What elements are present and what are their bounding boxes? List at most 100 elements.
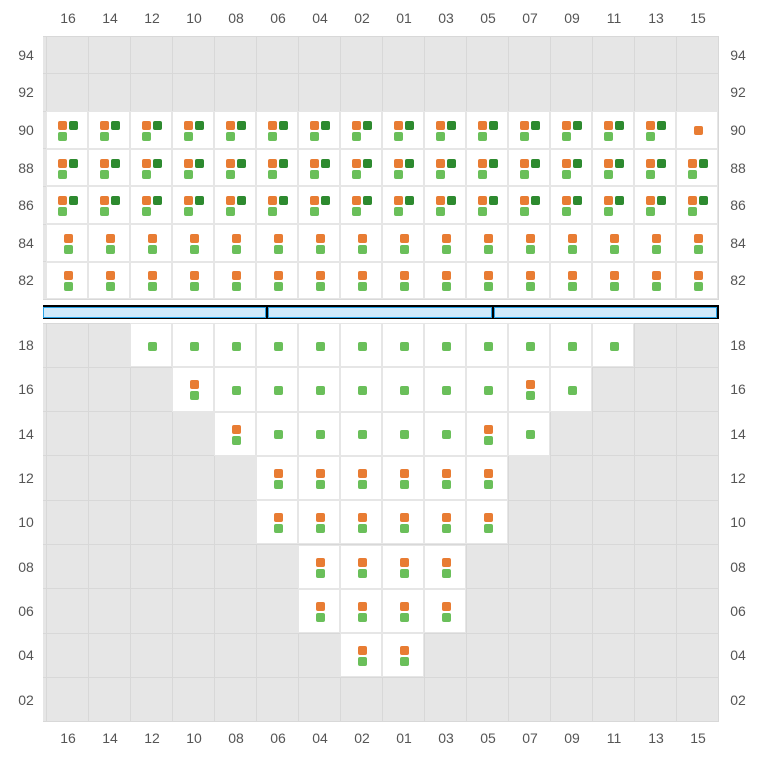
rack-cell[interactable] bbox=[46, 111, 88, 149]
rack-cell[interactable] bbox=[298, 500, 340, 544]
rack-cell[interactable] bbox=[214, 224, 256, 262]
rack-cell[interactable] bbox=[46, 186, 88, 224]
rack-cell[interactable] bbox=[466, 186, 508, 224]
rack-cell[interactable] bbox=[382, 111, 424, 149]
rack-cell[interactable] bbox=[550, 224, 592, 262]
rack-cell[interactable] bbox=[508, 186, 550, 224]
rack-cell[interactable] bbox=[466, 224, 508, 262]
rack-cell[interactable] bbox=[676, 186, 718, 224]
rack-cell[interactable] bbox=[508, 149, 550, 187]
rack-cell[interactable] bbox=[340, 262, 382, 300]
rack-cell[interactable] bbox=[382, 367, 424, 411]
rack-cell[interactable] bbox=[256, 149, 298, 187]
rack-cell[interactable] bbox=[424, 367, 466, 411]
rack-cell[interactable] bbox=[382, 412, 424, 456]
rack-cell[interactable] bbox=[172, 367, 214, 411]
rack-cell[interactable] bbox=[592, 323, 634, 367]
rack-cell[interactable] bbox=[508, 262, 550, 300]
rack-cell[interactable] bbox=[46, 262, 88, 300]
rack-cell[interactable] bbox=[340, 456, 382, 500]
rack-cell[interactable] bbox=[592, 262, 634, 300]
rack-cell[interactable] bbox=[424, 500, 466, 544]
rack-cell[interactable] bbox=[256, 412, 298, 456]
rack-cell[interactable] bbox=[256, 224, 298, 262]
rack-cell[interactable] bbox=[676, 224, 718, 262]
rack-cell[interactable] bbox=[340, 412, 382, 456]
rack-cell[interactable] bbox=[298, 186, 340, 224]
rack-cell[interactable] bbox=[256, 262, 298, 300]
rack-cell[interactable] bbox=[88, 111, 130, 149]
rack-cell[interactable] bbox=[256, 111, 298, 149]
rack-cell[interactable] bbox=[298, 111, 340, 149]
rack-cell[interactable] bbox=[88, 186, 130, 224]
rack-cell[interactable] bbox=[340, 500, 382, 544]
rack-cell[interactable] bbox=[214, 367, 256, 411]
rack-cell[interactable] bbox=[340, 224, 382, 262]
rack-cell[interactable] bbox=[214, 412, 256, 456]
rack-cell[interactable] bbox=[256, 367, 298, 411]
rack-cell[interactable] bbox=[382, 224, 424, 262]
rack-cell[interactable] bbox=[256, 456, 298, 500]
rack-cell[interactable] bbox=[256, 186, 298, 224]
rack-cell[interactable] bbox=[298, 262, 340, 300]
rack-cell[interactable] bbox=[298, 545, 340, 589]
rack-cell[interactable] bbox=[466, 149, 508, 187]
rack-cell[interactable] bbox=[508, 224, 550, 262]
rack-cell[interactable] bbox=[424, 412, 466, 456]
rack-cell[interactable] bbox=[382, 633, 424, 677]
rack-cell[interactable] bbox=[466, 262, 508, 300]
rack-cell[interactable] bbox=[634, 111, 676, 149]
rack-cell[interactable] bbox=[466, 111, 508, 149]
rack-cell[interactable] bbox=[172, 262, 214, 300]
rack-cell[interactable] bbox=[676, 149, 718, 187]
rack-cell[interactable] bbox=[424, 111, 466, 149]
rack-cell[interactable] bbox=[466, 412, 508, 456]
rack-cell[interactable] bbox=[130, 224, 172, 262]
rack-cell[interactable] bbox=[508, 323, 550, 367]
rack-cell[interactable] bbox=[340, 633, 382, 677]
rack-cell[interactable] bbox=[382, 149, 424, 187]
rack-cell[interactable] bbox=[46, 224, 88, 262]
rack-cell[interactable] bbox=[172, 149, 214, 187]
rack-cell[interactable] bbox=[550, 323, 592, 367]
rack-cell[interactable] bbox=[340, 149, 382, 187]
rack-cell[interactable] bbox=[298, 412, 340, 456]
rack-cell[interactable] bbox=[214, 111, 256, 149]
rack-cell[interactable] bbox=[172, 323, 214, 367]
rack-cell[interactable] bbox=[298, 367, 340, 411]
rack-cell[interactable] bbox=[466, 456, 508, 500]
rack-cell[interactable] bbox=[508, 111, 550, 149]
rack-cell[interactable] bbox=[466, 367, 508, 411]
rack-cell[interactable] bbox=[340, 367, 382, 411]
rack-cell[interactable] bbox=[214, 186, 256, 224]
rack-cell[interactable] bbox=[424, 323, 466, 367]
rack-cell[interactable] bbox=[298, 323, 340, 367]
rack-cell[interactable] bbox=[676, 262, 718, 300]
rack-cell[interactable] bbox=[214, 262, 256, 300]
rack-cell[interactable] bbox=[634, 262, 676, 300]
rack-cell[interactable] bbox=[382, 262, 424, 300]
rack-cell[interactable] bbox=[382, 456, 424, 500]
rack-cell[interactable] bbox=[550, 367, 592, 411]
rack-cell[interactable] bbox=[676, 111, 718, 149]
rack-cell[interactable] bbox=[382, 323, 424, 367]
rack-cell[interactable] bbox=[634, 224, 676, 262]
rack-cell[interactable] bbox=[382, 589, 424, 633]
rack-cell[interactable] bbox=[550, 149, 592, 187]
rack-cell[interactable] bbox=[88, 149, 130, 187]
rack-cell[interactable] bbox=[466, 500, 508, 544]
rack-cell[interactable] bbox=[130, 262, 172, 300]
rack-cell[interactable] bbox=[130, 186, 172, 224]
rack-cell[interactable] bbox=[298, 224, 340, 262]
rack-cell[interactable] bbox=[382, 500, 424, 544]
rack-cell[interactable] bbox=[634, 186, 676, 224]
rack-cell[interactable] bbox=[172, 186, 214, 224]
rack-cell[interactable] bbox=[382, 545, 424, 589]
rack-cell[interactable] bbox=[340, 323, 382, 367]
rack-cell[interactable] bbox=[424, 456, 466, 500]
rack-cell[interactable] bbox=[550, 186, 592, 224]
rack-cell[interactable] bbox=[466, 323, 508, 367]
rack-cell[interactable] bbox=[298, 589, 340, 633]
rack-cell[interactable] bbox=[214, 323, 256, 367]
rack-cell[interactable] bbox=[592, 111, 634, 149]
